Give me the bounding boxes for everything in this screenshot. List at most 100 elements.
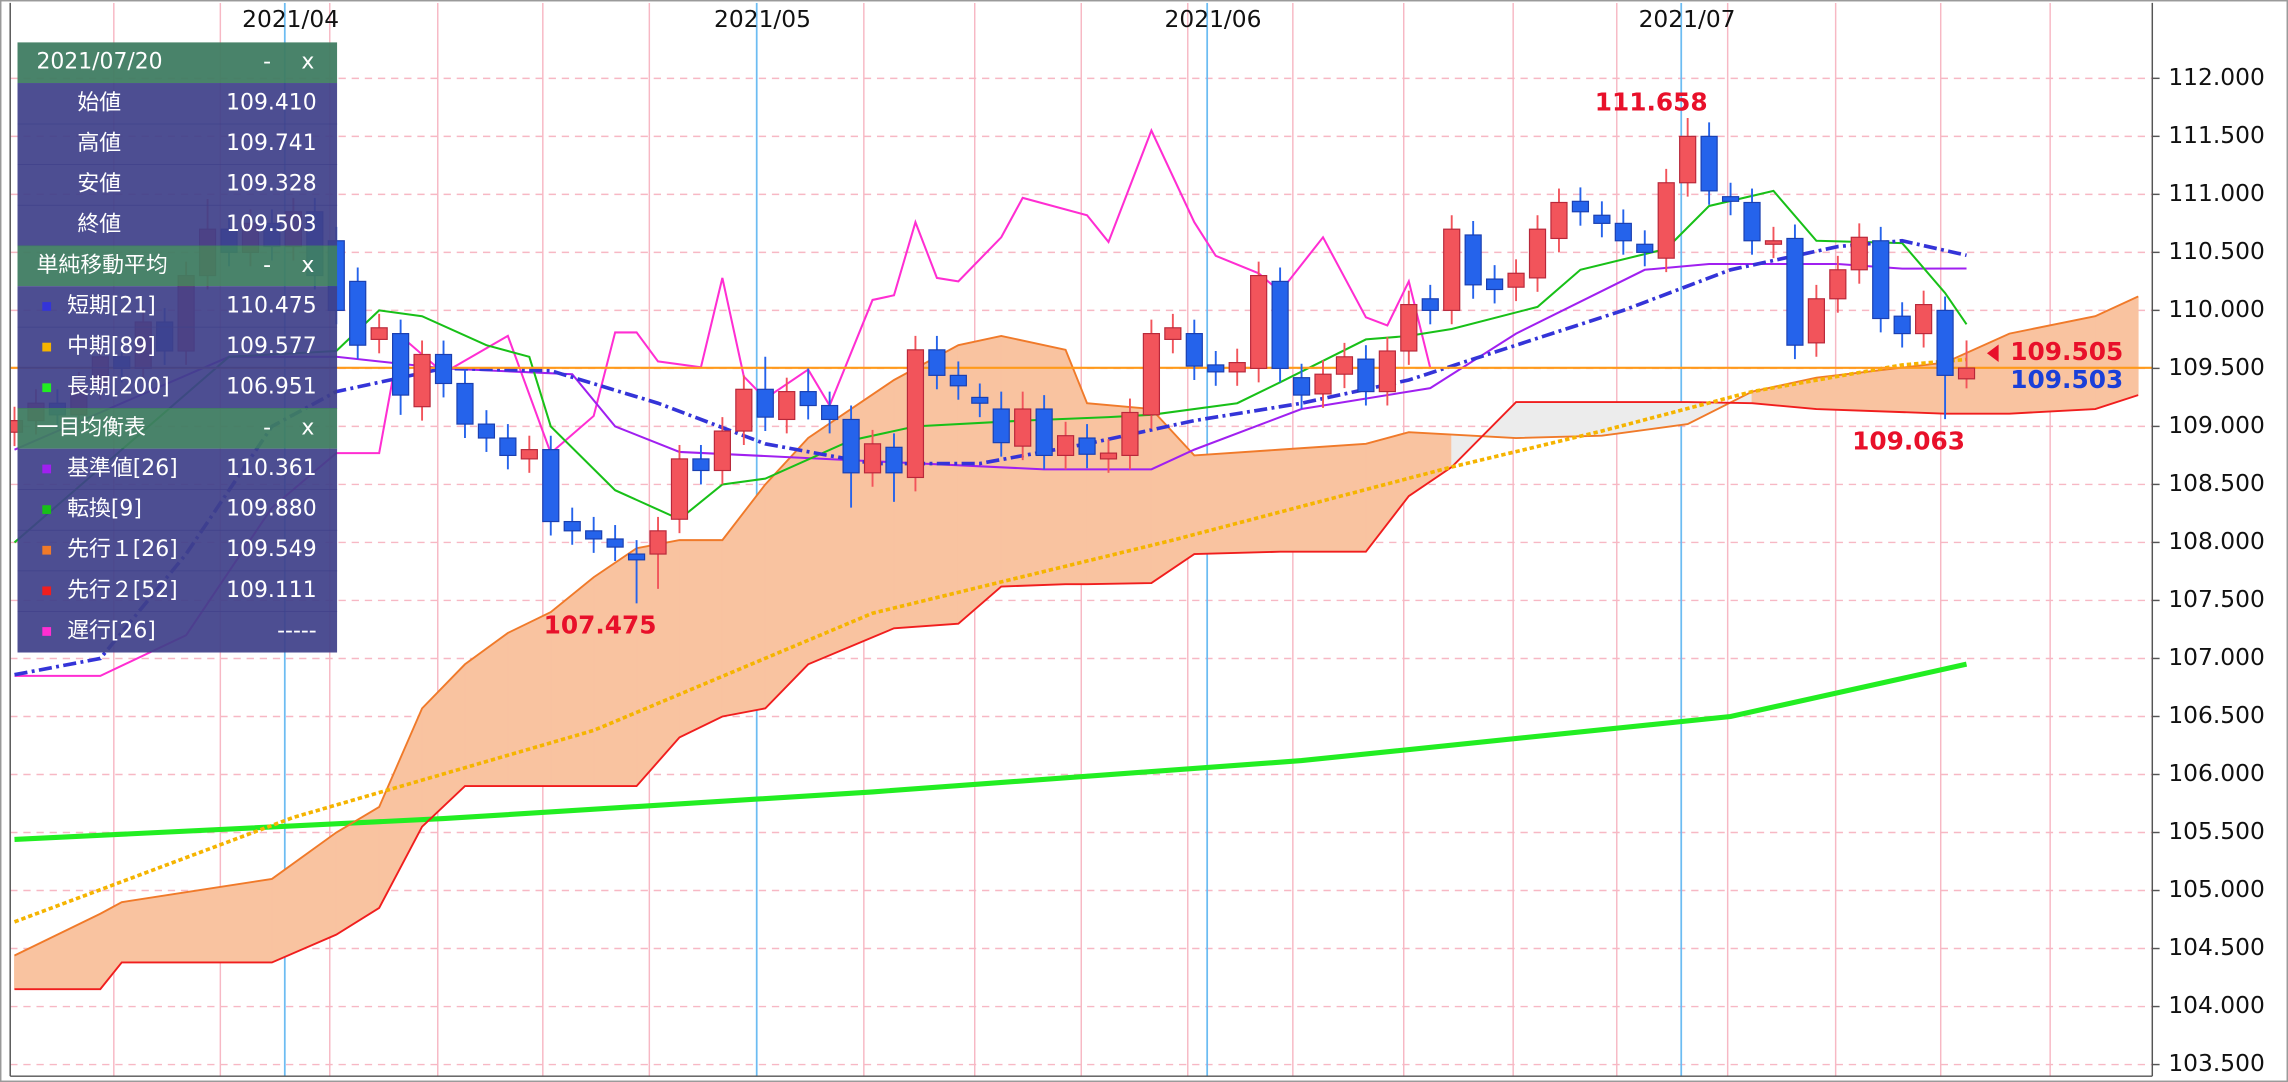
x-tick-label: 2021/06	[1165, 5, 1262, 33]
indicator-line	[14, 394, 2139, 991]
panel-header	[17, 42, 338, 84]
candle-body	[1550, 201, 1568, 240]
y-tick-label: 110.000	[2168, 295, 2265, 323]
candle-body	[949, 374, 967, 387]
panel-header-title: 2021/07/20	[36, 50, 162, 75]
candle-body	[1807, 298, 1825, 344]
candle-body	[1228, 362, 1246, 373]
candle-body	[1421, 298, 1439, 311]
candle-body	[1743, 201, 1761, 242]
candle-body	[649, 530, 667, 555]
panel-row	[17, 570, 338, 612]
legend-swatch	[42, 464, 52, 474]
cloud	[893, 344, 959, 629]
ohlc-label: 始値	[77, 90, 121, 115]
candle-body	[499, 437, 517, 457]
panel-row	[17, 123, 338, 165]
cloud	[1279, 443, 1367, 553]
candle-body	[1593, 214, 1611, 224]
close-button[interactable]: x	[301, 253, 314, 278]
close-button[interactable]: x	[301, 50, 314, 75]
legend-swatch	[42, 505, 52, 514]
y-tick-label: 107.000	[2168, 643, 2265, 671]
y-tick-label: 108.500	[2168, 469, 2265, 497]
candle-body	[670, 458, 689, 520]
legend-value: -----	[277, 618, 316, 643]
panel-header-title: 単純移動平均	[36, 253, 167, 278]
candle-body	[1850, 236, 1868, 271]
legend-name: 長期[200]	[67, 375, 170, 400]
y-tick-label: 108.000	[2168, 527, 2265, 555]
y-tick-label: 104.500	[2168, 933, 2265, 961]
legend-swatch	[42, 545, 52, 555]
legend-value: 106.951	[226, 375, 316, 400]
candle-body	[1679, 135, 1697, 184]
cloud	[550, 576, 595, 787]
candle-body	[1915, 304, 1933, 335]
panel-row	[17, 489, 338, 531]
cloud	[679, 539, 723, 739]
candle-body	[370, 327, 388, 340]
annotation: 107.475	[544, 611, 657, 640]
panel-row	[17, 367, 338, 409]
legend-value: 110.475	[226, 293, 316, 318]
candle-body	[1443, 228, 1461, 311]
panel-row	[17, 164, 338, 206]
close-button[interactable]: x	[301, 415, 314, 440]
y-tick-label: 110.500	[2168, 237, 2265, 265]
legend-value: 110.361	[226, 456, 316, 481]
candle-body	[1292, 377, 1311, 396]
y-tick-label: 111.000	[2168, 179, 2265, 207]
y-tick-label: 105.000	[2168, 875, 2265, 903]
minimize-button[interactable]: -	[263, 50, 271, 75]
candle-body	[585, 530, 603, 540]
panel-row	[17, 448, 338, 491]
candle-body	[1185, 333, 1203, 367]
minimize-button[interactable]: -	[263, 415, 271, 440]
y-tick-label: 106.500	[2168, 701, 2265, 729]
candle-body	[1271, 280, 1289, 369]
candle-body	[756, 388, 774, 418]
legend-swatch	[42, 586, 52, 596]
candle-body	[1464, 234, 1482, 286]
legend-swatch	[42, 302, 52, 311]
candle-body	[1035, 408, 1053, 457]
candle-body	[434, 353, 453, 385]
x-tick-label: 2021/07	[1639, 5, 1736, 33]
axes: 103.500 104.000 104.500 105.000 105.500 106.0…	[242, 5, 2265, 1077]
candle-body	[477, 423, 496, 439]
y-tick-label: 112.000	[2168, 63, 2265, 91]
candle-body	[1400, 304, 1418, 352]
candle-body	[863, 443, 882, 474]
minimize-button[interactable]: -	[263, 253, 271, 278]
candle-body	[1571, 200, 1590, 213]
indicator-line	[13, 189, 1968, 544]
candle-body	[349, 280, 367, 346]
candle-body	[392, 333, 410, 396]
ohlc-label: 高値	[77, 131, 121, 156]
price-marker	[1986, 344, 1999, 362]
legend-name: 先行１[26]	[67, 537, 178, 562]
cloud	[1000, 335, 1067, 587]
legend-name: 中期[89]	[67, 334, 156, 359]
price-label: 109.505	[2010, 337, 2123, 366]
ohlc-value: 109.503	[226, 212, 316, 237]
indicator-line	[14, 661, 1968, 843]
candle-body	[1872, 240, 1890, 320]
indicator-line	[14, 295, 2139, 957]
y-tick-label: 111.500	[2168, 121, 2265, 149]
panel-row	[17, 326, 338, 369]
candle-body	[563, 520, 581, 532]
candle-body	[1893, 315, 1911, 335]
indicator-line	[14, 262, 1967, 471]
candle-body	[928, 349, 946, 376]
ohlc-value: 109.410	[226, 90, 316, 115]
candle-body	[1786, 237, 1804, 346]
panel-header	[17, 245, 338, 287]
panel-row	[17, 286, 338, 328]
candle-body	[1957, 367, 1976, 380]
candle-body	[1164, 327, 1182, 340]
candle-body	[627, 553, 646, 561]
candle-body	[1657, 182, 1675, 259]
candle-body	[542, 449, 560, 523]
